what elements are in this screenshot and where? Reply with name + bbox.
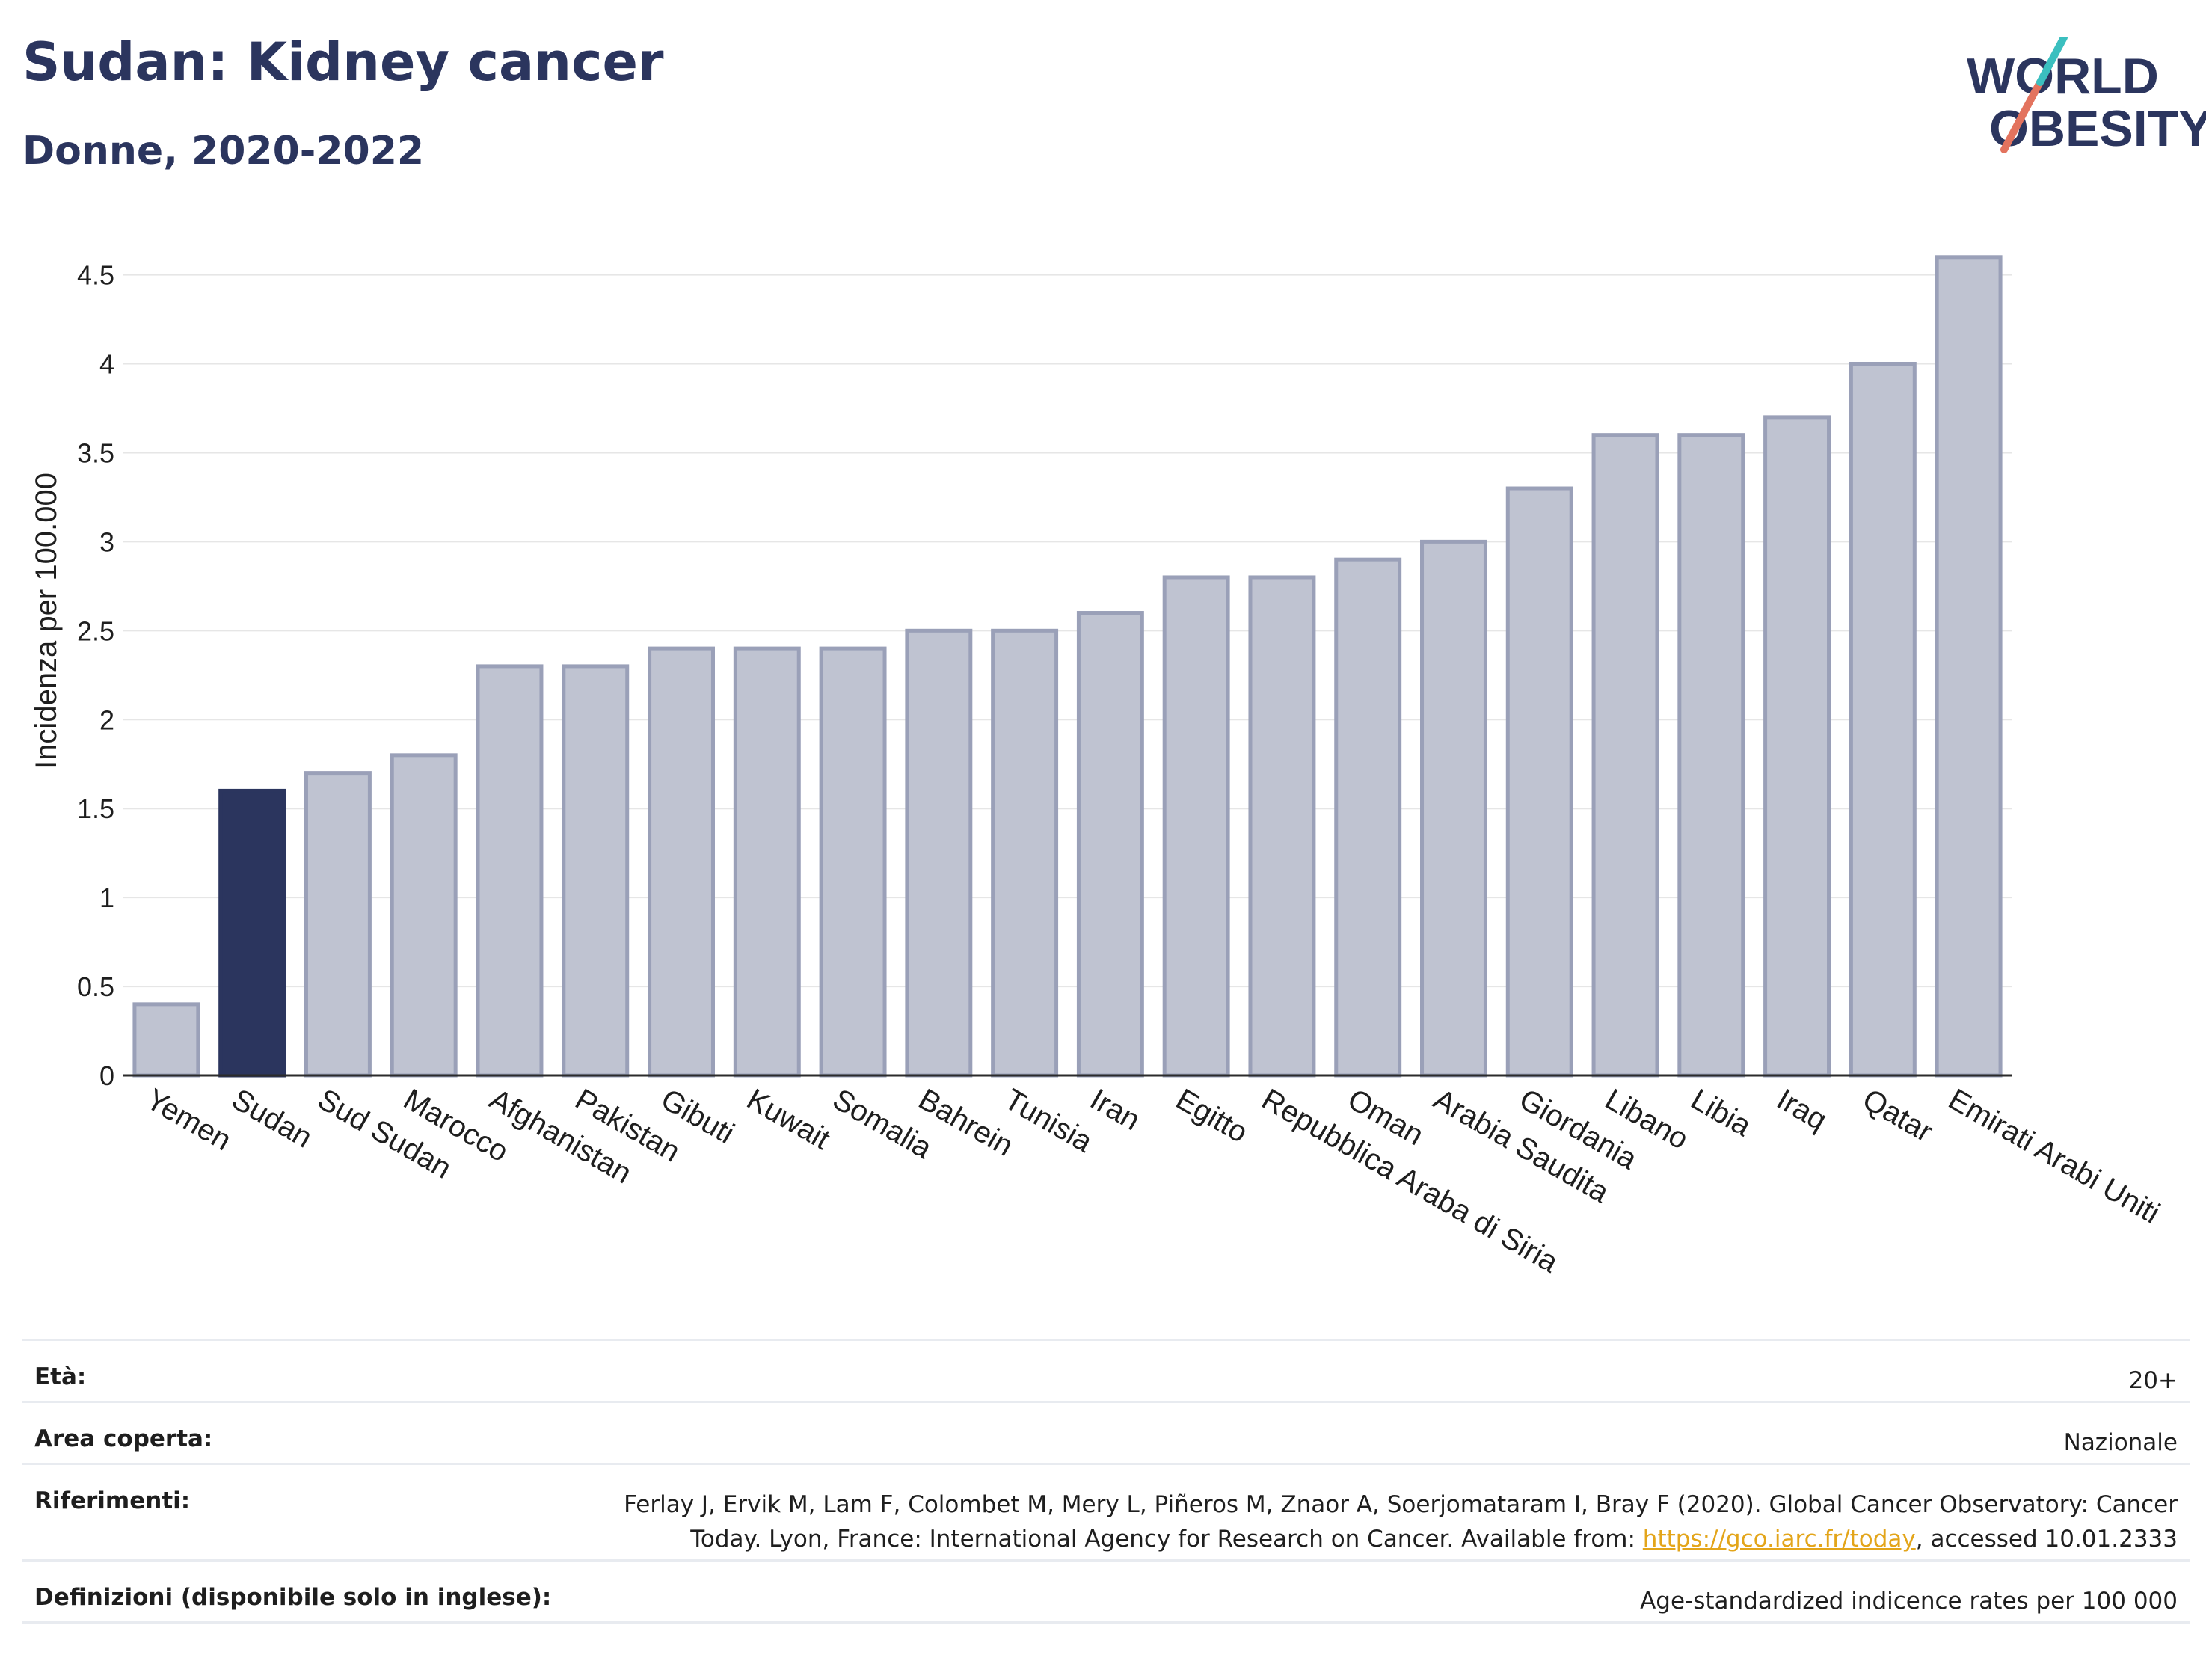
- bars: [132, 255, 2003, 1078]
- y-tick-label: 3.5: [77, 437, 114, 468]
- x-tick-label: Libia: [1686, 1083, 1757, 1143]
- bar-qatar: [1849, 362, 1917, 1078]
- bar-egitto: [1162, 575, 1230, 1078]
- meta-area-label: Area coperta:: [34, 1425, 213, 1452]
- meta-ref-link[interactable]: https://gco.iarc.fr/today: [1642, 1526, 1916, 1553]
- meta-def-value: Age-standardized indicence rates per 100…: [1640, 1588, 2178, 1615]
- metadata-table: Età: 20+ Area coperta: Nazionale Riferim…: [22, 1339, 2190, 1624]
- world-obesity-logo: WORLD OBESITY: [1967, 37, 2206, 157]
- bar-marocco: [390, 753, 458, 1078]
- logo-slash-teal: [2036, 37, 2068, 86]
- meta-ref-label: Riferimenti:: [34, 1487, 191, 1514]
- y-tick-labels: 0 0.5 1 1.5 2 2.5 3 3.5 4 4.5: [77, 260, 114, 1091]
- bar-bahrein: [905, 628, 973, 1078]
- bar-oman: [1334, 557, 1402, 1078]
- bar-iraq: [1763, 415, 1831, 1078]
- meta-ref-line-2-pre: Today. Lyon, France: International Agenc…: [690, 1526, 1643, 1553]
- bar-gibuti: [648, 646, 715, 1078]
- bar-kuwait: [733, 646, 801, 1078]
- bar-emirati-arabi-uniti: [1935, 255, 2003, 1078]
- meta-def-label: Definizioni (disponibile solo in inglese…: [34, 1584, 552, 1611]
- page-subtitle: Donne, 2020-2022: [22, 129, 425, 174]
- logo-line-1: WORLD: [1967, 48, 2159, 105]
- meta-age-label: Età:: [34, 1363, 87, 1390]
- x-tick-label: Emirati Arabi Uniti: [1943, 1083, 2165, 1230]
- meta-ref-line-2-post: , accessed 10.01.2333: [1915, 1526, 2178, 1553]
- logo-slash-red: [2000, 79, 2044, 153]
- y-axis-label: Incidenza per 100.000: [30, 473, 63, 769]
- bar-sudan: [218, 788, 286, 1078]
- x-tick-label: Sudan: [227, 1083, 318, 1155]
- y-tick-label: 1.5: [77, 793, 114, 824]
- meta-age-value: 20+: [2128, 1367, 2178, 1394]
- x-tick-label: Kuwait: [741, 1083, 835, 1156]
- y-tick-label: 1: [99, 882, 114, 913]
- x-tick-label: Yemen: [141, 1083, 237, 1158]
- bar-libia: [1677, 433, 1745, 1078]
- bar-afghanistan: [476, 664, 544, 1078]
- bar-libano: [1591, 433, 1659, 1078]
- bar-sud-sudan: [304, 771, 372, 1078]
- meta-ref-value: Ferlay J, Ervik M, Lam F, Colombet M, Me…: [624, 1487, 2178, 1556]
- y-tick-label: 2.5: [77, 615, 114, 646]
- bar-repubblica-araba-di-siria: [1248, 575, 1316, 1078]
- x-tick-label: Somalia: [827, 1083, 938, 1166]
- y-tick-label: 0: [99, 1060, 114, 1091]
- y-tick-label: 3: [99, 526, 114, 557]
- y-tick-label: 2: [99, 704, 114, 735]
- meta-ref-line-1: Ferlay J, Ervik M, Lam F, Colombet M, Me…: [624, 1491, 2178, 1518]
- meta-row-area: Area coperta: Nazionale: [22, 1401, 2190, 1463]
- y-tick-label: 4: [99, 349, 114, 380]
- page-title: Sudan: Kidney cancer: [22, 31, 664, 93]
- y-tick-label: 4.5: [77, 260, 114, 291]
- meta-row-age: Età: 20+: [22, 1339, 2190, 1401]
- x-tick-label: Tunisia: [999, 1083, 1099, 1159]
- bar-iran: [1076, 611, 1144, 1078]
- meta-row-references: Riferimenti: Ferlay J, Ervik M, Lam F, C…: [22, 1463, 2190, 1559]
- bar-arabia-saudita: [1420, 539, 1487, 1078]
- bar-giordania: [1505, 486, 1573, 1078]
- meta-row-definitions: Definizioni (disponibile solo in inglese…: [22, 1559, 2190, 1624]
- bar-pakistan: [562, 664, 630, 1078]
- y-tick-label: 0.5: [77, 971, 114, 1002]
- x-tick-label: Egitto: [1170, 1083, 1253, 1149]
- x-tick-label: Iraq: [1772, 1083, 1833, 1137]
- bar-yemen: [132, 1002, 200, 1078]
- bar-somalia: [819, 646, 887, 1078]
- meta-area-value: Nazionale: [2063, 1429, 2178, 1456]
- x-tick-label: Qatar: [1857, 1083, 1938, 1149]
- bar-tunisia: [991, 628, 1059, 1078]
